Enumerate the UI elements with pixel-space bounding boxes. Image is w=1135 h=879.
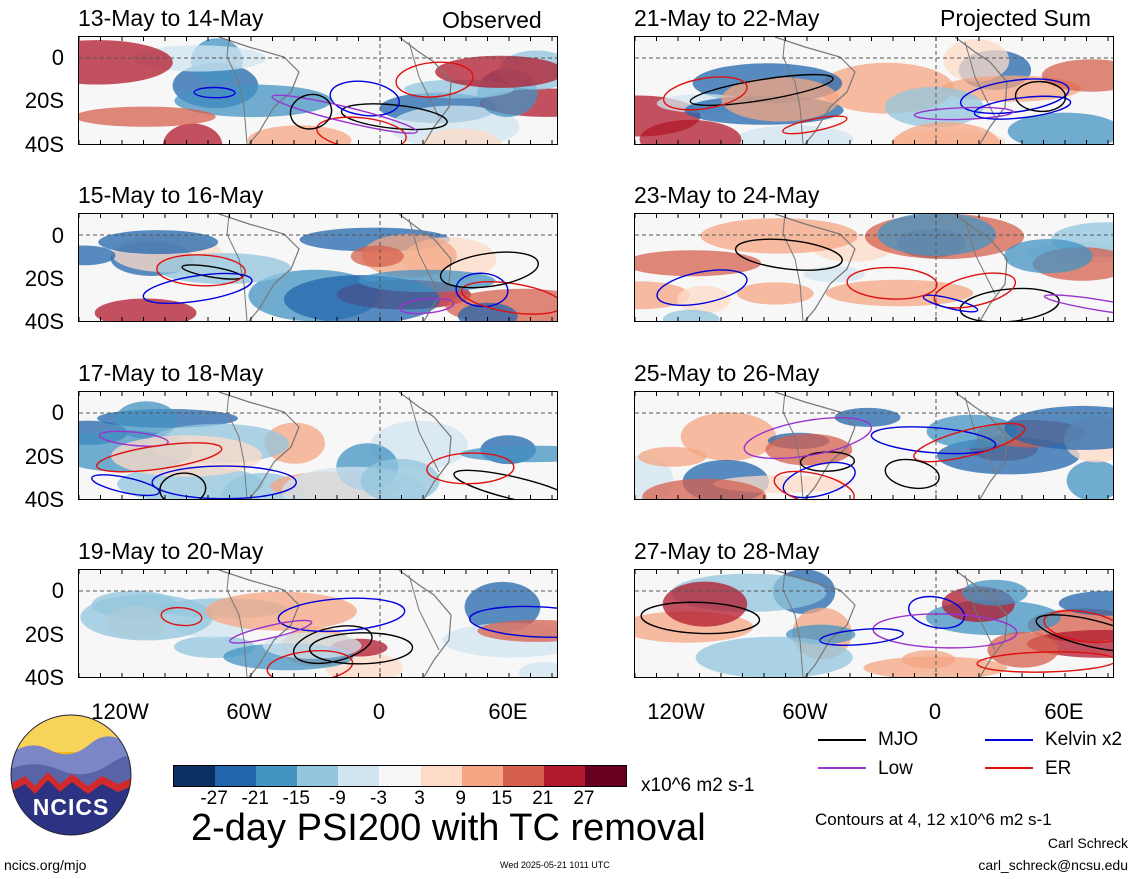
- colorbar-swatch: [174, 766, 216, 786]
- colorbar-swatch: [461, 766, 503, 786]
- panel-title-proj-3: 25-May to 26-May: [634, 360, 820, 386]
- map-panel-projected-3: [634, 391, 1114, 500]
- panel-title-proj-2: 23-May to 24-May: [634, 182, 820, 208]
- x-tick-60w-right: 60W: [782, 699, 828, 724]
- map-panel-observed-2: [78, 213, 558, 322]
- panel-title-obs-4: 19-May to 20-May: [78, 538, 264, 564]
- footer-url: ncics.org/mjo: [4, 857, 87, 873]
- colorbar-swatch: [502, 766, 544, 786]
- colorbar-label: 3: [414, 788, 425, 809]
- y-tick-0-row3: 0: [51, 400, 64, 425]
- legend-er-line: [985, 767, 1033, 769]
- panel-title-proj-1: 21-May to 22-May: [634, 5, 820, 31]
- y-tick-40s-row3: 40S: [24, 487, 64, 512]
- map-plot: [79, 392, 557, 499]
- y-tick-0-row4: 0: [51, 578, 64, 603]
- colorbar-units: x10^6 m2 s-1: [641, 775, 755, 796]
- projected-label: Projected Sum: [940, 5, 1091, 31]
- main-title: 2-day PSI200 with TC removal: [191, 807, 706, 849]
- legend-er-label: ER: [1045, 758, 1072, 779]
- y-tick-20s-row2: 20S: [24, 266, 64, 291]
- colorbar-label: -3: [370, 788, 387, 809]
- colorbar-label: -27: [200, 788, 228, 809]
- map-plot: [79, 37, 557, 144]
- map-plot: [635, 214, 1113, 321]
- y-tick-20s-row3: 20S: [24, 444, 64, 469]
- ncics-logo: NCICS: [10, 714, 132, 836]
- map-plot: [635, 392, 1113, 499]
- colorbar-swatch: [338, 766, 380, 786]
- legend-mjo-line: [818, 739, 866, 741]
- contours-note: Contours at 4, 12 x10^6 m2 s-1: [815, 810, 1052, 829]
- y-tick-20s-row1: 20S: [24, 88, 64, 113]
- legend-low-label: Low: [878, 758, 913, 779]
- map-panel-projected-2: [634, 213, 1114, 322]
- legend-low-line: [818, 767, 866, 769]
- colorbar-swatch: [256, 766, 298, 786]
- colorbar-label: 21: [532, 788, 554, 809]
- map-panel-projected-1: [634, 36, 1114, 145]
- panel-title-obs-3: 17-May to 18-May: [78, 360, 264, 386]
- map-plot: [635, 570, 1113, 677]
- x-tick-0-right: 0: [928, 699, 942, 724]
- x-tick-60e-right: 60E: [1044, 699, 1084, 724]
- x-tick-120w-left: 120W: [91, 699, 149, 724]
- panel-title-obs-2: 15-May to 16-May: [78, 182, 264, 208]
- map-panel-observed-1: [78, 36, 558, 145]
- y-tick-0-row1: 0: [51, 45, 64, 70]
- footer-email: carl_schreck@ncsu.edu: [978, 857, 1128, 873]
- colorbar-swatch: [297, 766, 339, 786]
- colorbar-label: -15: [282, 788, 310, 809]
- colorbar-label: 27: [573, 788, 595, 809]
- legend-mjo-label: MJO: [878, 729, 919, 750]
- y-tick-0-row2: 0: [51, 223, 64, 248]
- colorbar-swatch: [420, 766, 462, 786]
- map-panel-observed-3: [78, 391, 558, 500]
- legend-kelvin-label: Kelvin x2: [1045, 729, 1123, 750]
- logo-text: NCICS: [32, 794, 110, 820]
- y-tick-40s-row1: 40S: [24, 132, 64, 157]
- colorbar-label: 15: [491, 788, 513, 809]
- colorbar-label: -21: [241, 788, 269, 809]
- y-tick-40s-row4: 40S: [24, 665, 64, 690]
- y-tick-40s-row2: 40S: [24, 309, 64, 334]
- colorbar: [173, 765, 627, 787]
- legend-kelvin-line: [985, 739, 1033, 741]
- x-tick-0-left: 0: [372, 699, 386, 724]
- colorbar-swatch: [379, 766, 421, 786]
- observed-label: Observed: [442, 7, 542, 33]
- map-panel-observed-4: [78, 569, 558, 678]
- colorbar-label: 9: [455, 788, 466, 809]
- panel-title-proj-4: 27-May to 28-May: [634, 538, 820, 564]
- colorbar-swatch: [584, 766, 627, 786]
- map-plot: [635, 37, 1113, 144]
- x-tick-120w-right: 120W: [647, 699, 705, 724]
- y-tick-20s-row4: 20S: [24, 622, 64, 647]
- x-tick-60e-left: 60E: [488, 699, 528, 724]
- colorbar-swatch: [543, 766, 585, 786]
- map-panel-projected-4: [634, 569, 1114, 678]
- colorbar-swatch: [215, 766, 257, 786]
- map-plot: [79, 214, 557, 321]
- map-plot: [79, 570, 557, 677]
- footer-author: Carl Schreck: [1047, 835, 1128, 851]
- panel-title-obs-1: 13-May to 14-May: [78, 5, 264, 31]
- footer-timestamp: Wed 2025-05-21 1011 UTC: [500, 860, 610, 870]
- colorbar-label: -9: [328, 788, 346, 809]
- x-tick-60w-left: 60W: [226, 699, 272, 724]
